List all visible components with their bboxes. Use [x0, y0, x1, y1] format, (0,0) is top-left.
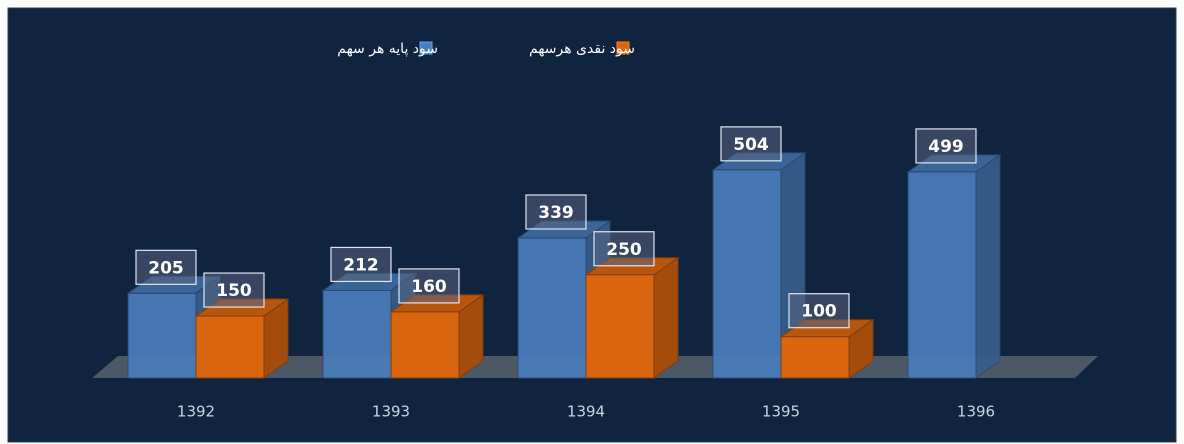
- data-label: 212: [343, 255, 379, 275]
- bar-front: [390, 311, 460, 379]
- data-label-box: [788, 293, 850, 329]
- bar: [906, 153, 1002, 379]
- data-label-box: [915, 128, 977, 164]
- data-label-box: [720, 126, 782, 162]
- bar-front: [127, 292, 197, 379]
- x-tick-label: 1394: [567, 403, 605, 421]
- data-label: 504: [733, 135, 769, 155]
- bar-front: [585, 274, 655, 379]
- bar: [389, 293, 485, 379]
- x-tick-label: 1392: [177, 403, 215, 421]
- bar-front: [517, 237, 587, 379]
- bar-front: [322, 289, 392, 379]
- bar-front: [195, 315, 265, 379]
- bar-side: [975, 153, 1001, 379]
- bar-side: [653, 256, 679, 379]
- x-tick-label: 1395: [762, 403, 800, 421]
- x-tick-label: 1396: [957, 403, 995, 421]
- x-tick-label: 1393: [372, 403, 410, 421]
- legend-swatch: [616, 41, 630, 55]
- bar-front: [712, 169, 782, 379]
- data-label: 100: [801, 302, 837, 322]
- data-label-box: [330, 246, 392, 283]
- data-label: 205: [148, 258, 184, 278]
- legend-label: سود نقدی هرسهم: [529, 41, 635, 57]
- data-label: 250: [606, 240, 642, 260]
- data-label: 339: [538, 203, 574, 223]
- data-label-box: [203, 272, 265, 308]
- bar-front: [907, 171, 977, 379]
- bar: [194, 298, 290, 379]
- bar: [584, 256, 680, 379]
- data-label: 150: [216, 281, 252, 301]
- data-label-box: [398, 268, 460, 304]
- data-label-box: [593, 231, 655, 267]
- data-label-box: [525, 194, 587, 230]
- bar-front: [780, 336, 850, 379]
- bar: [779, 318, 875, 379]
- data-label: 499: [928, 137, 964, 157]
- legend-swatch: [419, 41, 433, 55]
- legend-label: سود پایه هر سهم: [337, 41, 438, 57]
- data-label: 160: [411, 277, 447, 297]
- data-label-box: [135, 249, 197, 285]
